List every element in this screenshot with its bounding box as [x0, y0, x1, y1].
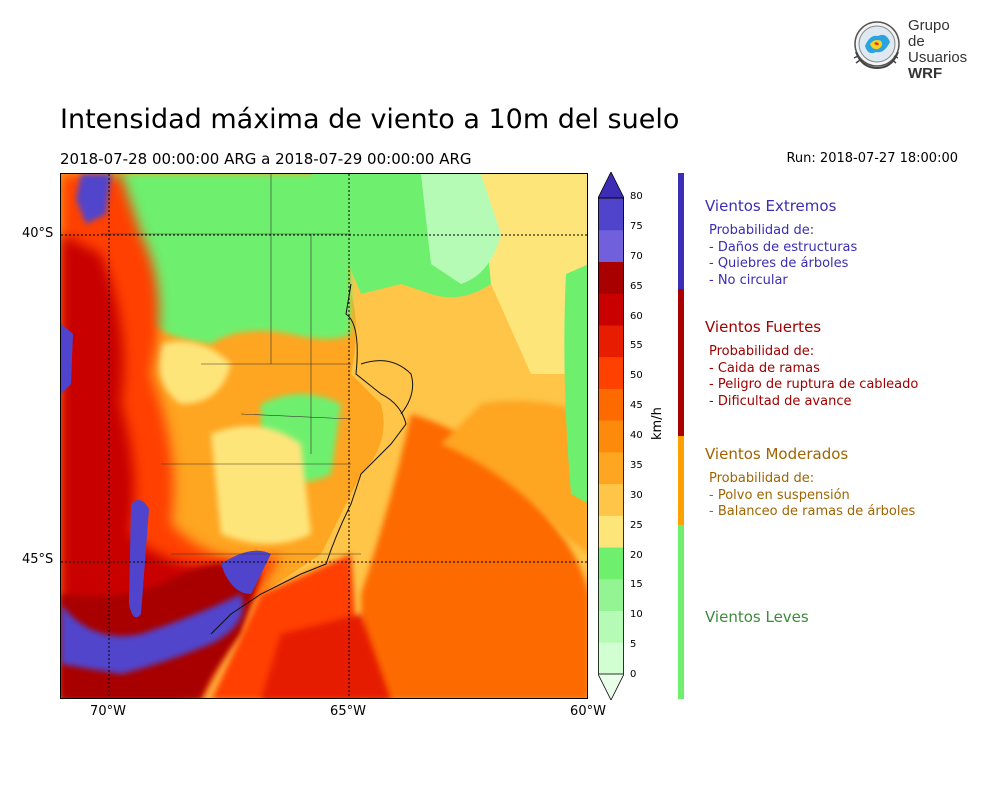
colorbar-tick-label: 60	[630, 310, 643, 322]
colorbar-tick-label: 40	[630, 430, 643, 441]
colorbar-segment	[598, 610, 624, 643]
category-lines-moderate: Probabilidad de: - Polvo en suspensión -…	[709, 471, 915, 521]
category-bar-light	[678, 525, 684, 699]
colorbar-segment	[598, 642, 624, 675]
wind-map-svg	[61, 174, 587, 698]
category-line: - Caida de ramas	[709, 360, 820, 376]
category-title-extreme: Vientos Extremos	[705, 197, 837, 215]
logo-line3: WRF	[908, 65, 943, 82]
colorbar-segment	[598, 547, 624, 580]
lat-label-40s: 40°S	[22, 226, 54, 241]
colorbar-tick-label: 50	[630, 370, 643, 382]
category-line: Probabilidad de:	[709, 471, 815, 486]
category-line: - Quiebres de árboles	[709, 256, 849, 271]
colorbar-tick-label: 55	[630, 340, 643, 352]
category-line: Probabilidad de:	[709, 344, 815, 359]
colorbar-svg	[597, 171, 625, 701]
wrf-logo: Grupo de Usuarios WRF	[848, 16, 968, 82]
colorbar-segment	[598, 356, 624, 389]
colorbar-segment	[598, 420, 624, 453]
lon-label-70w: 70°W	[90, 704, 126, 719]
lon-label-60w: 60°W	[570, 704, 606, 719]
colorbar-tick-label: 15	[630, 579, 643, 591]
category-bar	[678, 173, 684, 699]
colorbar-tick-label: 45	[630, 400, 643, 412]
colorbar-tick-label: 80	[630, 191, 643, 202]
colorbar-tick-label: 20	[630, 549, 643, 561]
category-line: - Dificultad de avance	[709, 393, 852, 409]
colorbar-segment	[598, 229, 624, 262]
category-line: - Polvo en suspensión	[709, 487, 850, 503]
colorbar-tick-label: 10	[630, 609, 643, 621]
category-line: - Peligro de ruptura de cableado	[709, 377, 919, 392]
colorbar-tick-label: 5	[630, 639, 637, 651]
logo-line2: Usuarios	[908, 49, 968, 66]
category-lines-extreme: Probabilidad de: - Daños de estructuras …	[709, 223, 857, 289]
colorbar-segment	[598, 261, 624, 294]
colorbar-segment	[598, 451, 624, 485]
colorbar-unit: km/h	[650, 407, 665, 440]
period-subtitle: 2018-07-28 00:00:00 ARG a 2018-07-29 00:…	[60, 150, 472, 168]
colorbar-segment	[598, 198, 624, 231]
lon-label-65w: 65°W	[330, 704, 366, 719]
colorbar-segment	[598, 324, 624, 358]
colorbar-outline	[598, 197, 624, 675]
category-line: - Balanceo de ramas de árboles	[709, 504, 916, 519]
colorbar-segment	[598, 515, 624, 548]
page-title: Intensidad máxima de viento a 10m del su…	[60, 104, 680, 135]
category-line: Probabilidad de:	[709, 223, 815, 238]
category-line: - Daños de estructuras	[709, 239, 858, 255]
category-line: - No circular	[709, 272, 788, 288]
colorbar-tick-label: 70	[630, 250, 643, 262]
category-lines-strong: Probabilidad de: - Caida de ramas - Peli…	[709, 344, 918, 410]
category-bar-strong	[678, 289, 684, 436]
logo-text: Grupo de Usuarios WRF	[908, 18, 968, 82]
colorbar-extend-low	[597, 673, 625, 701]
run-label: Run: 2018-07-27 18:00:00	[786, 151, 958, 166]
colorbar-tick-label: 25	[630, 519, 643, 531]
colorbar-tick-label: 75	[630, 220, 643, 232]
globe-logo-icon	[853, 21, 900, 70]
logo-line1: Grupo de	[908, 17, 950, 50]
category-title-moderate: Vientos Moderados	[705, 445, 849, 463]
colorbar-segment	[598, 578, 624, 612]
colorbar-segment	[598, 293, 624, 326]
colorbar-tick-label: 35	[630, 459, 643, 471]
colorbar-tick-label: 65	[630, 280, 643, 292]
category-title-light: Vientos Leves	[705, 608, 809, 626]
category-title-strong: Vientos Fuertes	[705, 318, 822, 336]
colorbar-segment	[598, 388, 624, 421]
lat-label-45s: 45°S	[22, 552, 54, 567]
wind-map	[60, 173, 588, 699]
category-bar-moderate	[678, 436, 684, 525]
colorbar-tick-label: 30	[630, 489, 643, 501]
colorbar	[597, 171, 625, 701]
colorbar-tick-label: 0	[630, 669, 637, 680]
category-bar-extreme	[678, 173, 684, 289]
colorbar-segment	[598, 483, 624, 516]
colorbar-extend-high	[597, 171, 625, 199]
